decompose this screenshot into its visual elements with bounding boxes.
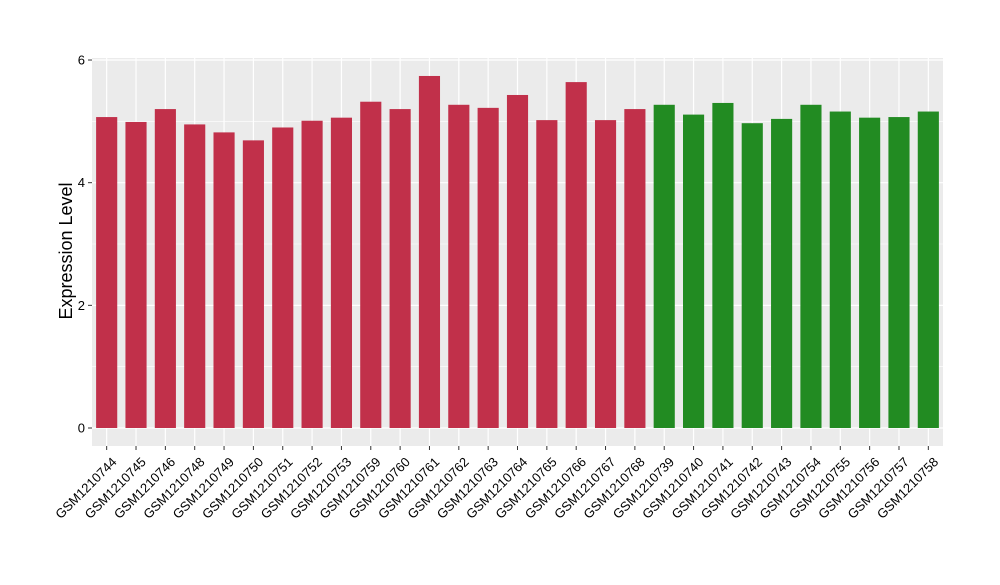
bar-GSM1210768 — [624, 109, 646, 428]
bar-GSM1210757 — [888, 117, 910, 428]
bar-GSM1210746 — [154, 109, 176, 428]
bar-GSM1210761 — [418, 75, 441, 428]
bar-GSM1210744 — [96, 117, 118, 428]
bars — [96, 75, 939, 429]
bar-GSM1210765 — [536, 120, 558, 429]
bar-GSM1210762 — [448, 104, 470, 428]
bar-GSM1210753 — [330, 117, 352, 429]
bar-GSM1210755 — [829, 111, 851, 428]
y-tick-label: 0 — [78, 421, 85, 436]
bar-GSM1210749 — [213, 132, 235, 428]
bar-GSM1210751 — [272, 127, 294, 428]
bar-GSM1210742 — [741, 123, 763, 428]
bar-GSM1210758 — [917, 111, 939, 428]
bar-GSM1210739 — [653, 104, 675, 428]
bar-GSM1210745 — [125, 121, 147, 429]
bar-GSM1210754 — [800, 104, 822, 428]
bar-GSM1210743 — [771, 118, 793, 429]
y-axis: 0 2 4 6 — [78, 53, 92, 436]
y-tick-label: 6 — [78, 53, 85, 68]
bar-GSM1210740 — [683, 114, 705, 428]
x-axis: GSM1210744GSM1210745GSM1210746GSM1210748… — [52, 446, 941, 522]
bar-GSM1210766 — [565, 82, 587, 428]
y-axis-title: Expression Level — [56, 182, 76, 319]
bar-GSM1210760 — [389, 109, 411, 428]
bar-GSM1210741 — [712, 102, 734, 428]
y-tick-label: 2 — [78, 298, 85, 313]
bar-GSM1210756 — [859, 117, 881, 429]
bar-GSM1210767 — [594, 120, 617, 429]
bar-GSM1210750 — [242, 140, 264, 429]
bar-GSM1210759 — [360, 101, 382, 428]
y-tick-label: 4 — [78, 175, 85, 190]
bar-GSM1210763 — [477, 107, 499, 429]
bar-GSM1210752 — [301, 120, 323, 429]
bar-GSM1210748 — [184, 124, 206, 429]
bar-GSM1210764 — [506, 94, 529, 428]
